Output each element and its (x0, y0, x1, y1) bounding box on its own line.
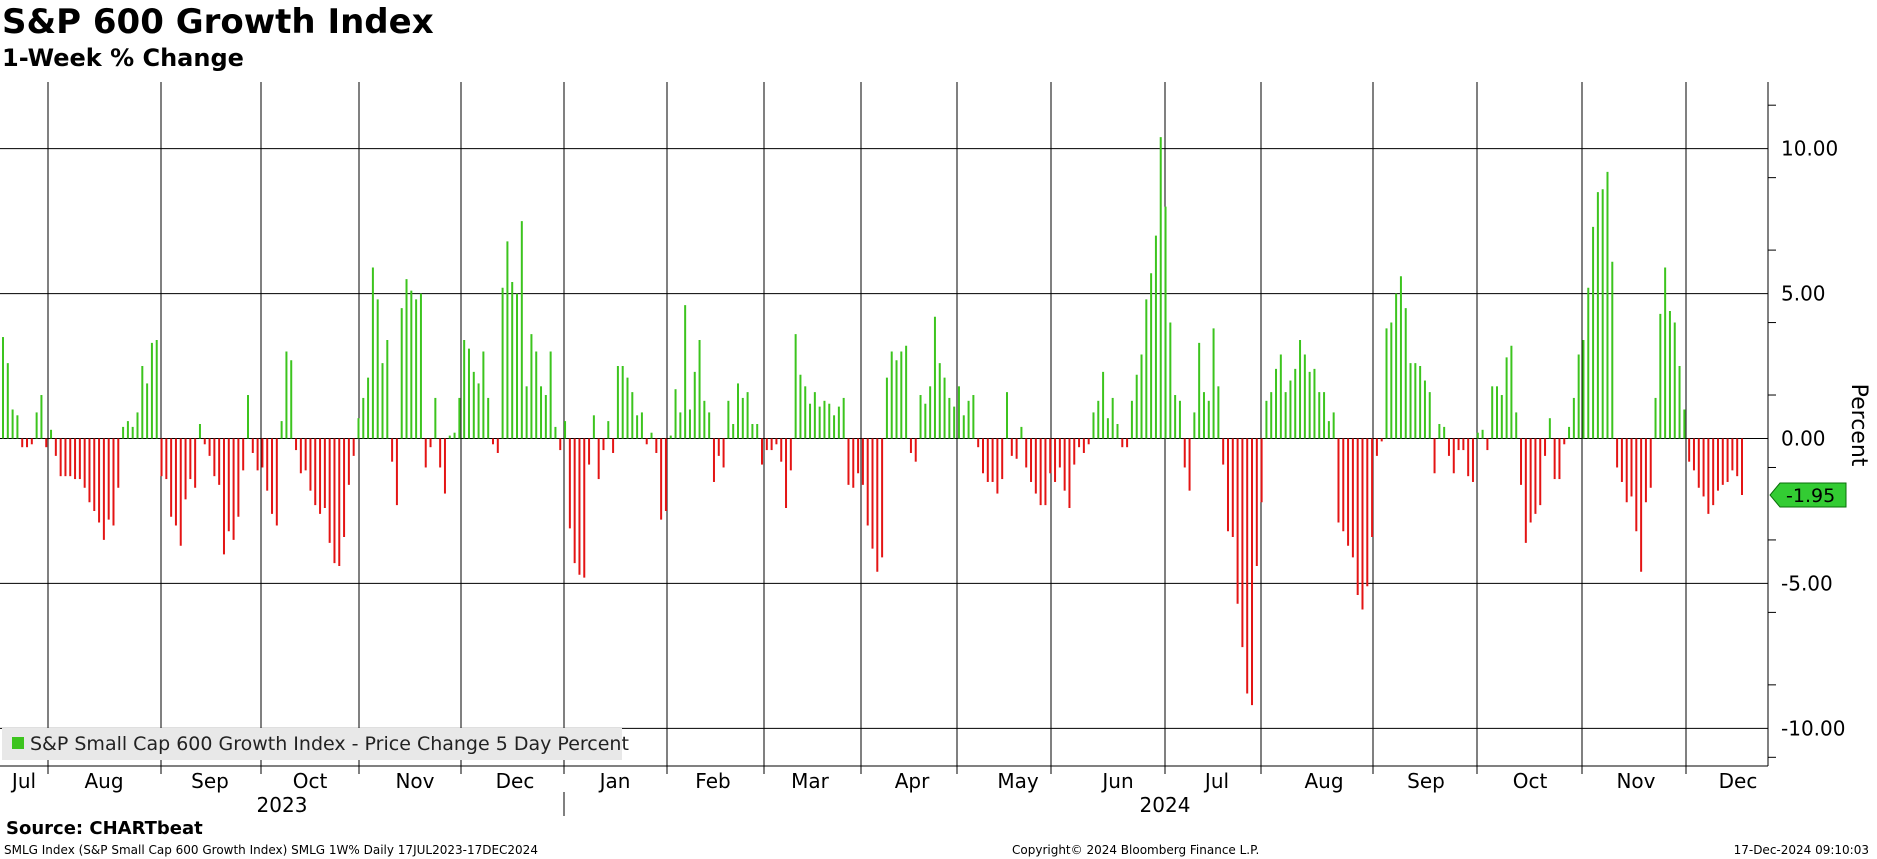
y-tick-label: 5.00 (1781, 282, 1826, 306)
legend: S&P Small Cap 600 Growth Index - Price C… (2, 728, 629, 760)
footer-timestamp: 17-Dec-2024 09:10:03 (1733, 843, 1869, 857)
y-tick-label: -5.00 (1781, 571, 1833, 595)
x-tick-label: Aug (84, 769, 123, 793)
y-tick-label: 0.00 (1781, 426, 1826, 450)
x-tick-label: Feb (695, 769, 730, 793)
x-tick-label: Mar (791, 769, 830, 793)
x-tick-label: Sep (191, 769, 229, 793)
x-tick-label: Dec (1719, 769, 1758, 793)
x-tick-label: Sep (1407, 769, 1445, 793)
x-tick-label: Dec (496, 769, 535, 793)
x-tick-label: Oct (293, 769, 328, 793)
legend-label: S&P Small Cap 600 Growth Index - Price C… (30, 733, 629, 755)
last-value-label: -1.95 (1786, 485, 1835, 507)
last-value-badge: -1.95 (1769, 482, 1847, 508)
x-tick-label: Aug (1304, 769, 1343, 793)
year-label: 2024 (1140, 793, 1191, 817)
chart-subtitle: 1-Week % Change (2, 44, 244, 72)
legend-background (2, 728, 622, 760)
footer-copyright: Copyright© 2024 Bloomberg Finance L.P. (1012, 843, 1260, 857)
y-tick-label: -10.00 (1781, 716, 1845, 740)
y-axis-label: Percent (1846, 384, 1871, 467)
x-tick-label: Jul (10, 769, 36, 793)
x-tick-label: Jun (1100, 769, 1133, 793)
source-note: Source: CHARTbeat (6, 818, 203, 839)
axis-layer: 10.00 5.00 0.00 -5.00 -10.00 Jul Aug Sep Oct Nov D… (0, 82, 1845, 817)
x-tick-label: Nov (1616, 769, 1655, 793)
x-tick-label: Nov (395, 769, 434, 793)
legend-swatch (12, 737, 24, 749)
last-value-badge-shape (1769, 482, 1847, 508)
x-tick-label: Jan (598, 769, 631, 793)
y-tick-label: 10.00 (1781, 137, 1838, 161)
x-tick-label: May (997, 769, 1039, 793)
x-tick-label: Oct (1513, 769, 1548, 793)
x-tick-label: Apr (895, 769, 930, 793)
x-tick-label: Jul (1203, 769, 1229, 793)
footer-ticker-info: SMLG Index (S&P Small Cap 600 Growth Ind… (4, 843, 538, 857)
year-label: 2023 (257, 793, 308, 817)
chart-title: S&P 600 Growth Index (2, 2, 434, 42)
bars-layer (2, 137, 1743, 706)
